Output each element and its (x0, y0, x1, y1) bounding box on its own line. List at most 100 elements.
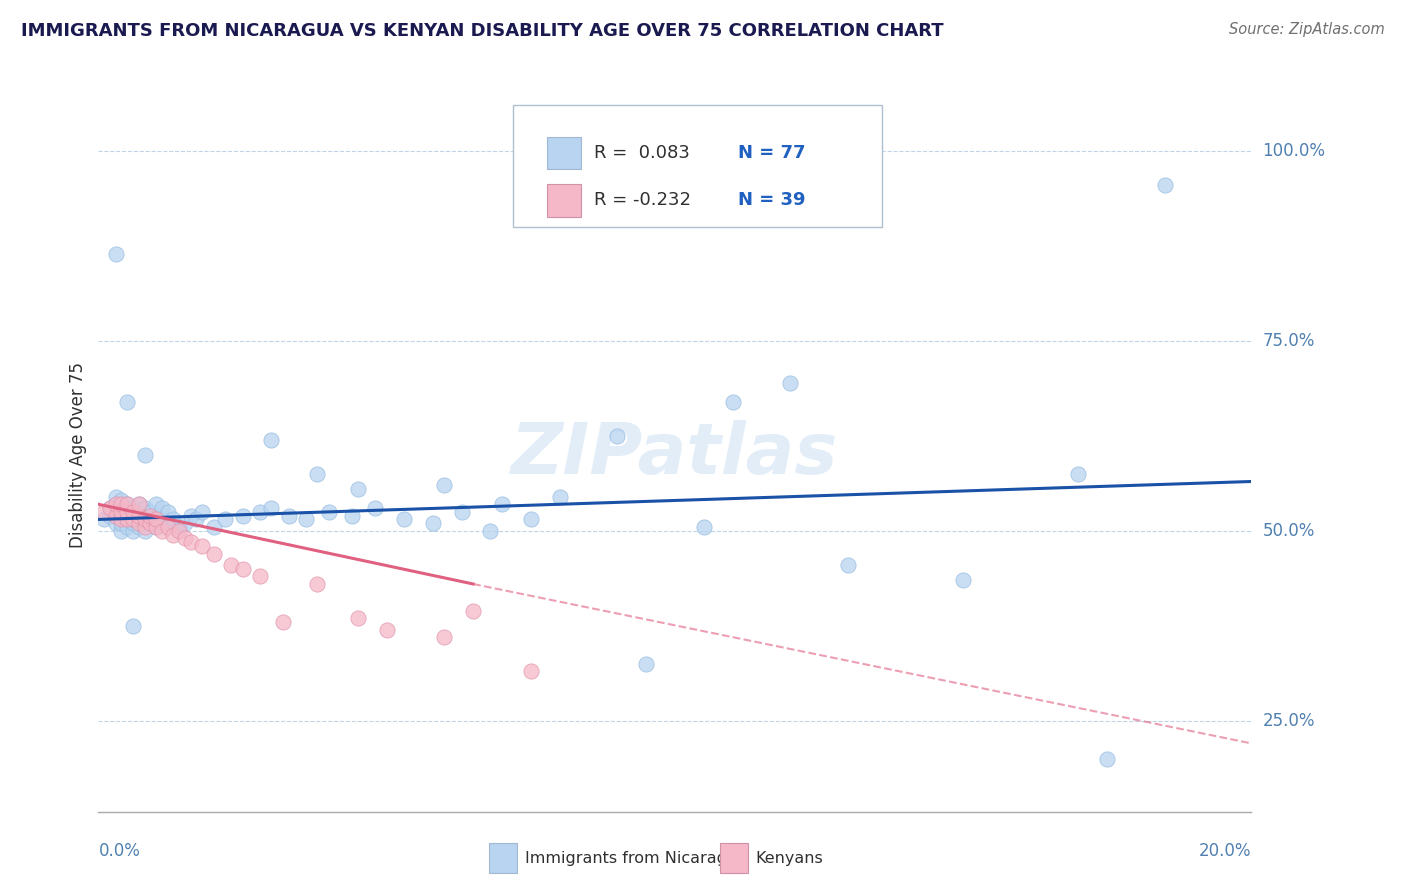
Point (340, 508, 363, 523)
Point (1153, 178, 1175, 193)
Text: ZIPatlas: ZIPatlas (512, 420, 838, 490)
Point (139, 505, 162, 519)
Point (128, 497, 150, 511)
Point (721, 394, 744, 409)
Y-axis label: Disability Age Over 75: Disability Age Over 75 (69, 362, 87, 548)
Text: 50.0%: 50.0% (1263, 522, 1315, 540)
Point (191, 539, 214, 553)
Point (134, 512, 156, 526)
Point (104, 516, 127, 531)
Point (104, 508, 127, 523)
Point (191, 505, 214, 519)
Point (145, 520, 167, 534)
Point (260, 433, 283, 447)
Point (318, 505, 340, 519)
Point (156, 505, 179, 519)
Point (128, 512, 150, 526)
Point (162, 512, 184, 526)
Point (295, 512, 318, 526)
Point (117, 512, 138, 526)
Point (128, 520, 150, 534)
Point (117, 505, 138, 519)
Point (110, 501, 132, 516)
Point (174, 532, 197, 546)
Point (110, 524, 132, 538)
Point (231, 562, 254, 576)
Point (134, 512, 156, 526)
Point (520, 665, 543, 679)
Point (128, 505, 150, 519)
Point (167, 524, 190, 538)
Point (779, 376, 801, 390)
Point (271, 615, 294, 629)
FancyBboxPatch shape (513, 105, 883, 227)
Point (134, 520, 156, 534)
Point (104, 497, 127, 511)
Point (249, 569, 271, 583)
Point (145, 508, 167, 523)
Point (174, 516, 197, 531)
Text: 25.0%: 25.0% (1263, 712, 1315, 730)
Point (837, 558, 859, 572)
Point (450, 505, 472, 519)
Point (122, 516, 145, 531)
Point (110, 508, 132, 523)
Point (93, 512, 115, 526)
Point (117, 497, 138, 511)
Point (491, 497, 513, 511)
Point (128, 508, 150, 523)
Point (364, 501, 387, 516)
Point (260, 501, 283, 516)
Point (98, 508, 121, 523)
Point (375, 623, 398, 637)
Point (180, 535, 202, 549)
Point (110, 512, 132, 526)
Point (479, 524, 502, 538)
Point (104, 246, 127, 260)
Text: Kenyans: Kenyans (755, 851, 824, 865)
Point (162, 527, 184, 541)
Point (346, 611, 368, 625)
Point (1097, 751, 1119, 765)
Point (128, 497, 150, 511)
Point (167, 520, 190, 534)
Point (122, 618, 145, 632)
Point (134, 448, 156, 462)
Point (134, 501, 156, 516)
Point (117, 497, 138, 511)
Point (433, 478, 456, 492)
Point (150, 524, 173, 538)
Point (110, 493, 132, 508)
Text: R = -0.232: R = -0.232 (595, 191, 692, 209)
Point (1067, 467, 1090, 481)
Point (307, 577, 329, 591)
Point (117, 394, 138, 409)
Text: Source: ZipAtlas.com: Source: ZipAtlas.com (1229, 22, 1385, 37)
Point (520, 512, 543, 526)
Point (122, 508, 145, 523)
Point (104, 505, 127, 519)
Point (231, 508, 254, 523)
Point (156, 516, 179, 531)
Point (117, 520, 138, 534)
Point (150, 501, 173, 516)
Point (110, 516, 132, 531)
Point (186, 512, 208, 526)
Point (104, 490, 127, 504)
Point (134, 524, 156, 538)
Point (122, 501, 145, 516)
Point (117, 512, 138, 526)
Point (307, 467, 329, 481)
Point (202, 547, 225, 561)
Point (346, 482, 368, 496)
Text: N = 77: N = 77 (738, 145, 806, 162)
Text: 75.0%: 75.0% (1263, 332, 1315, 350)
Text: 0.0%: 0.0% (98, 842, 141, 860)
Point (461, 603, 484, 617)
FancyBboxPatch shape (547, 184, 582, 217)
Point (952, 573, 974, 587)
Point (139, 516, 162, 531)
Point (104, 497, 127, 511)
Point (548, 490, 571, 504)
Point (150, 512, 173, 526)
